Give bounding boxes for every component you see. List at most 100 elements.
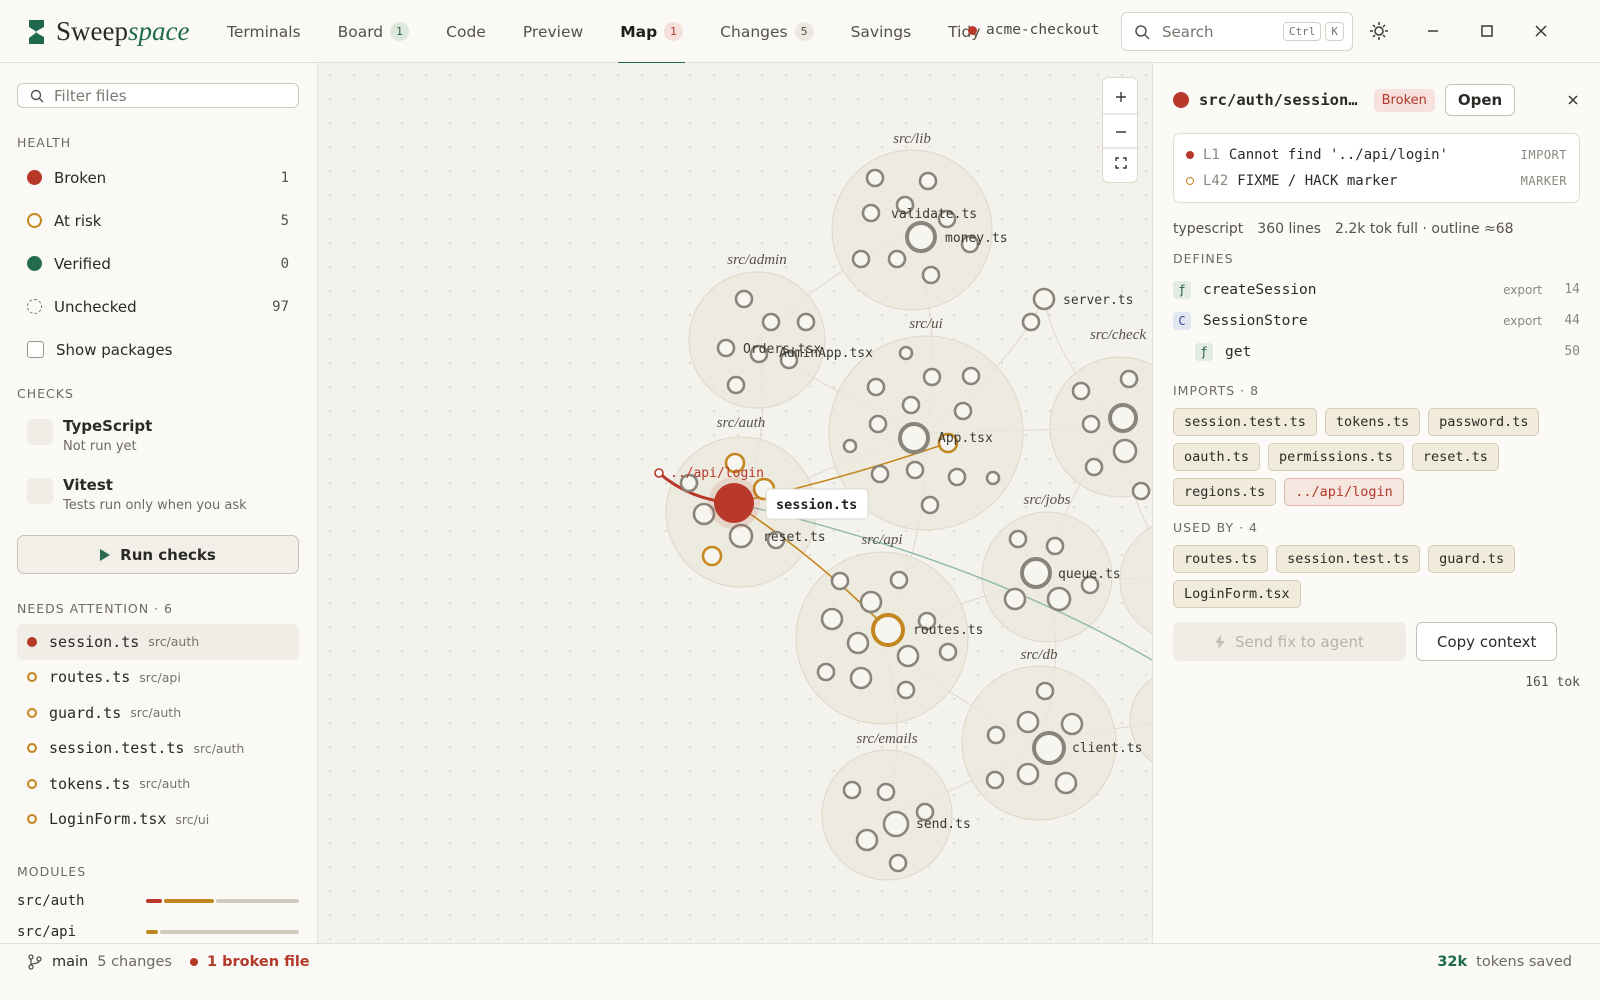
attention-item[interactable]: session.test.ts src/auth	[17, 731, 299, 767]
health-row[interactable]: At risk 5	[17, 199, 299, 242]
import-chip[interactable]: ../api/login	[1284, 478, 1404, 506]
used-by-chip[interactable]: LoginForm.tsx	[1173, 580, 1301, 608]
attention-item[interactable]: LoginForm.tsx src/ui	[17, 802, 299, 838]
repo[interactable]: acme-checkout	[968, 22, 1100, 38]
file-node[interactable]	[960, 234, 980, 254]
file-node[interactable]	[918, 171, 938, 191]
dependency-map[interactable]: src/lib src/admin src/ui src/check src/auth s…	[318, 63, 1152, 943]
file-node[interactable]	[882, 810, 910, 838]
close-icon[interactable]	[1566, 93, 1580, 107]
attention-item[interactable]: guard.ts src/auth	[17, 695, 299, 731]
file-node[interactable]	[1080, 575, 1100, 595]
file-node[interactable]	[734, 289, 754, 309]
file-node[interactable]	[985, 470, 1001, 486]
file-node[interactable]	[842, 780, 862, 800]
health-row[interactable]: Broken 1	[17, 156, 299, 199]
file-node[interactable]	[1071, 381, 1091, 401]
file-node[interactable]	[1045, 536, 1065, 556]
file-node[interactable]	[1054, 771, 1078, 795]
used-by-chip[interactable]: guard.ts	[1428, 545, 1516, 573]
file-node[interactable]	[905, 221, 937, 253]
file-node[interactable]	[1032, 731, 1066, 765]
file-node[interactable]	[917, 611, 937, 631]
file-node[interactable]	[887, 249, 907, 269]
import-chip[interactable]: regions.ts	[1173, 478, 1277, 506]
file-node[interactable]	[726, 375, 746, 395]
import-chip[interactable]: oauth.ts	[1173, 443, 1261, 471]
attention-item[interactable]: session.ts src/auth	[17, 624, 299, 660]
filter-input[interactable]: Filter files	[17, 83, 299, 108]
file-node[interactable]	[816, 662, 836, 682]
file-node[interactable]	[1108, 403, 1138, 433]
file-node[interactable]	[986, 725, 1006, 745]
file-node[interactable]	[692, 502, 716, 526]
import-chip[interactable]: reset.ts	[1411, 443, 1499, 471]
brand[interactable]: Sweep space	[26, 16, 189, 47]
attention-item[interactable]: routes.ts src/api	[17, 660, 299, 696]
file-node[interactable]	[937, 432, 959, 454]
import-chip[interactable]: permissions.ts	[1268, 443, 1404, 471]
open-button[interactable]: Open	[1444, 84, 1516, 116]
search[interactable]: Search Ctrl K	[1121, 12, 1353, 51]
file-node[interactable]	[761, 312, 781, 332]
file-node[interactable]	[851, 249, 871, 269]
send-button[interactable]: Send fix to agent	[1173, 622, 1406, 661]
file-node[interactable]	[901, 395, 921, 415]
file-node[interactable]	[859, 590, 883, 614]
file-node[interactable]	[915, 802, 935, 822]
copy-button[interactable]: Copy context	[1416, 622, 1558, 661]
file-node[interactable]	[820, 607, 844, 631]
toggle[interactable]: Show packages	[17, 328, 299, 371]
file-node[interactable]	[868, 414, 888, 434]
file-node[interactable]	[938, 642, 958, 662]
file-node[interactable]	[920, 495, 940, 515]
file-node[interactable]	[905, 460, 925, 480]
file-node[interactable]	[896, 680, 916, 700]
file-node[interactable]	[921, 265, 941, 285]
file-node[interactable]	[1084, 457, 1104, 477]
file-node[interactable]	[937, 209, 957, 229]
tab[interactable]: Savings	[851, 0, 912, 63]
file-node[interactable]	[1112, 438, 1138, 464]
used-by-chip[interactable]: session.test.ts	[1276, 545, 1421, 573]
file-node[interactable]	[779, 350, 799, 370]
file-node[interactable]	[1016, 762, 1040, 786]
file-node[interactable]	[1119, 369, 1139, 389]
file-node[interactable]	[898, 345, 914, 361]
file-node[interactable]	[985, 770, 1005, 790]
used-by-chip[interactable]: routes.ts	[1173, 545, 1269, 573]
file-node[interactable]	[728, 523, 754, 549]
attention-item[interactable]: tokens.ts src/auth	[17, 766, 299, 802]
file-node[interactable]	[1060, 712, 1084, 736]
tab[interactable]: Map 1	[618, 0, 686, 64]
file-node[interactable]	[1021, 312, 1041, 332]
file-node[interactable]	[1003, 587, 1027, 611]
file-node[interactable]	[889, 570, 909, 590]
tab[interactable]: Changes 5	[720, 0, 814, 63]
module[interactable]: src/api	[17, 916, 299, 943]
import-chip[interactable]: session.test.ts	[1173, 408, 1317, 436]
health-row[interactable]: Verified 0	[17, 242, 299, 285]
file-node[interactable]	[870, 464, 890, 484]
file-node[interactable]	[865, 168, 885, 188]
file-node[interactable]	[1032, 287, 1056, 311]
file-node[interactable]	[866, 377, 886, 397]
file-node[interactable]	[1016, 710, 1040, 734]
file-node[interactable]	[947, 467, 967, 487]
file-node[interactable]	[895, 195, 915, 215]
tab[interactable]: Code	[446, 0, 486, 63]
health-row[interactable]: Unchecked 97	[17, 285, 299, 328]
file-node[interactable]	[1008, 529, 1028, 549]
file-node[interactable]	[830, 571, 850, 591]
file-node[interactable]	[855, 828, 879, 852]
file-node[interactable]	[1020, 557, 1052, 589]
file-node[interactable]	[716, 338, 736, 358]
file-node[interactable]	[679, 473, 699, 493]
file-node[interactable]	[724, 452, 746, 474]
tab[interactable]: Terminals	[227, 0, 301, 63]
import-chip[interactable]: password.ts	[1428, 408, 1540, 436]
file-node[interactable]	[766, 530, 786, 550]
file-node[interactable]	[1046, 586, 1072, 612]
file-node-selected[interactable]	[714, 483, 754, 523]
file-node[interactable]	[871, 613, 905, 647]
